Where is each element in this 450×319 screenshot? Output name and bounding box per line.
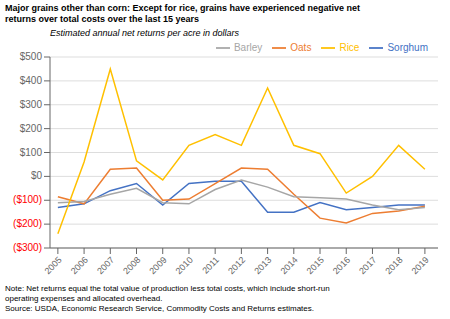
svg-text:2019: 2019 <box>410 255 431 276</box>
svg-text:2014: 2014 <box>279 255 300 276</box>
html-text:Barley: Barley <box>233 41 263 53</box>
html-text:Sorghum: Sorghum <box>387 41 428 53</box>
svg-text:2009: 2009 <box>147 255 168 276</box>
svg-text:($200): ($200) <box>13 218 42 229</box>
svg-text:2010: 2010 <box>174 255 195 276</box>
svg-text:$0: $0 <box>31 170 43 181</box>
svg-text:($300): ($300) <box>13 242 42 253</box>
svg-text:2007: 2007 <box>95 255 116 276</box>
svg-text:2017: 2017 <box>357 255 378 276</box>
svg-text:$100: $100 <box>20 147 43 158</box>
html-text:Source: USDA, Economic Researc: Source: USDA, Economic Research Service,… <box>5 304 314 313</box>
svg-text:2013: 2013 <box>252 255 273 276</box>
svg-text:2016: 2016 <box>331 255 352 276</box>
html-text:operating expenses and allocat: operating expenses and allocated overhea… <box>5 294 163 303</box>
svg-text:2015: 2015 <box>305 255 326 276</box>
svg-text:2008: 2008 <box>121 255 142 276</box>
html-text:Estimated annual net returns p: Estimated annual net returns per acre in… <box>50 28 240 38</box>
svg-text:($100): ($100) <box>13 194 42 205</box>
html-text:returns over total costs over: returns over total costs over the last 1… <box>5 14 200 24</box>
svg-text:$300: $300 <box>20 99 43 110</box>
svg-text:$400: $400 <box>20 75 43 86</box>
svg-text:2012: 2012 <box>226 255 247 276</box>
svg-text:2018: 2018 <box>383 255 404 276</box>
svg-text:2011: 2011 <box>200 255 221 276</box>
svg-text:2006: 2006 <box>69 255 90 276</box>
html-text:Major grains other than corn:: Major grains other than corn: Except for… <box>5 3 361 13</box>
svg-text:$500: $500 <box>20 51 43 62</box>
html-text:Rice: Rice <box>339 41 360 53</box>
html-text:Note: Net returns equal the to: Note: Net returns equal the total value … <box>5 284 330 293</box>
html-text:Oats: Oats <box>290 41 312 53</box>
svg-text:2005: 2005 <box>43 255 64 276</box>
svg-text:$200: $200 <box>20 123 43 134</box>
